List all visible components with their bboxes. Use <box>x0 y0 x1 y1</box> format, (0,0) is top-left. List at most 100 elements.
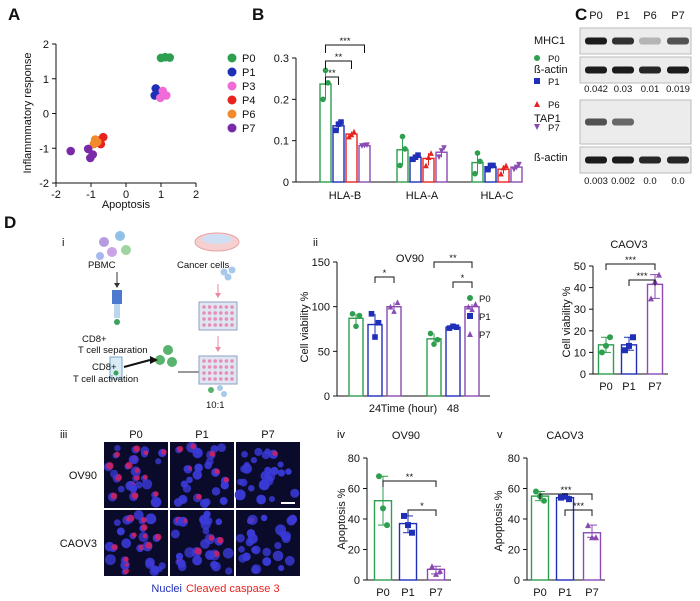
hla-category-label: HLA-C <box>480 190 513 202</box>
micro-nucleus <box>264 466 272 474</box>
micro-caspase-signal <box>145 541 153 549</box>
caov3_viability-point <box>626 342 632 349</box>
hla-point-p6 <box>503 162 509 169</box>
micro-nucleus <box>219 497 228 505</box>
hla-point-p0 <box>477 158 483 165</box>
separation-label-1: CD8+ <box>82 334 107 345</box>
ov90v-category-label: 24 <box>369 403 381 415</box>
pbmc-cells-icon <box>96 231 131 260</box>
ov90_apoptosis-y-label: Apoptosis % <box>336 488 348 549</box>
caov3_viability-point <box>607 334 613 341</box>
blot-actin-1-band <box>667 66 689 74</box>
plate-well <box>230 305 234 309</box>
hla-y-tick-label: 0.1 <box>274 136 289 148</box>
caov3_viability-category-label: P0 <box>599 381 612 393</box>
hla-point-p0 <box>402 146 408 152</box>
micro-caspase-signal <box>142 474 148 480</box>
scatter-point-p7 <box>86 153 95 163</box>
hla-point-p6 <box>348 131 355 138</box>
micro-caspase-signal <box>272 450 278 456</box>
caov3_apoptosis-point <box>558 494 564 501</box>
plate-well <box>207 305 212 309</box>
plate-well <box>224 317 229 321</box>
scatter-y-tick-label: 0 <box>43 109 49 121</box>
hla-category-label: HLA-A <box>406 190 439 202</box>
scatter-point-p6 <box>93 137 102 147</box>
plate-well <box>213 377 217 381</box>
caov3_apoptosis-y-tick-label: 40 <box>508 514 520 526</box>
micro-nucleus <box>117 485 125 493</box>
blot-row-label-mhc1: MHC1 <box>534 35 565 47</box>
plate-well <box>224 377 229 381</box>
ov90_apoptosis-y-tick-label: 80 <box>348 453 360 465</box>
blot-actin-1-band <box>585 66 607 74</box>
hla-bar-p6 <box>345 133 358 183</box>
ov90v-bar-p0 <box>426 338 442 397</box>
micro-nucleus <box>251 565 260 574</box>
hla-point-p0 <box>474 150 481 156</box>
micro-nucleus <box>262 547 271 557</box>
micro-nucleus <box>258 479 270 491</box>
caov3_apoptosis-point <box>533 488 539 495</box>
ov90_apoptosis-point <box>405 522 411 529</box>
ov90v-point-p1 <box>375 319 382 326</box>
caov3_viability-point <box>603 342 609 349</box>
blot-lane-label-p6: P6 <box>643 10 656 22</box>
plate-well <box>202 365 206 369</box>
micro-nucleus <box>248 484 255 492</box>
blot-mhc1-band <box>639 37 661 45</box>
sub-label-v: v <box>497 429 503 441</box>
micro-nucleus <box>278 564 285 572</box>
plate-well <box>213 317 217 321</box>
micro-nucleus <box>247 514 258 526</box>
micro-caspase-signal <box>223 477 230 483</box>
ov90v-point-p7 <box>387 303 394 310</box>
scatter-legend-marker-p1 <box>227 67 237 77</box>
hla-point-p6 <box>346 133 352 140</box>
blot-top-value: 0.01 <box>641 84 660 95</box>
caov3_viability-y-tick-label: 30 <box>574 304 586 316</box>
ratio-label: 10:1 <box>206 400 225 411</box>
hla-point-p0 <box>399 133 406 140</box>
ov90-viability-chart: ii OV90 Time (hour) Cell viability % 0 50 100… <box>299 237 491 415</box>
ov90_apoptosis-title: OV90 <box>392 430 420 442</box>
micro-caspase-signal <box>195 493 202 500</box>
hla-sig-2-star: ** <box>335 52 343 63</box>
ov90v-point-p7 <box>391 308 397 314</box>
micro-caspase-signal <box>214 468 220 475</box>
pbmc-label: PBMC <box>88 260 116 271</box>
ov90v-point-p7 <box>472 301 479 307</box>
micro-caspase-signal <box>111 544 118 551</box>
ov90v-point-p0 <box>427 330 434 337</box>
plate-well <box>207 323 212 327</box>
blot-bottom-value: 0.003 <box>584 176 608 187</box>
ov90v-point-p7 <box>465 303 472 310</box>
micro-nucleus <box>254 447 263 456</box>
western-blot: P0 P1 P6 P7 MHC1 ß-actin 0.042 0.03 0.01 0.019 TAP… <box>534 10 692 187</box>
caov3_apoptosis-y-tick-label: 0 <box>514 575 520 587</box>
ov90v-point-p0 <box>431 341 437 347</box>
plate-well <box>219 323 223 327</box>
micro-nucleus <box>145 513 157 525</box>
microscopy-grid: iii P0 P1 P7 OV90 CAOV3 Nuclei Cleaved caspase… <box>60 429 300 595</box>
blot-row-label-actin-1: ß-actin <box>534 64 568 76</box>
scatter-legend-label-p3: P3 <box>242 81 255 93</box>
plate-well <box>224 365 229 369</box>
micro-caspase-signal <box>160 449 167 455</box>
ov90v-point-p1 <box>368 311 375 317</box>
caov3_viability-title: CAOV3 <box>610 239 647 251</box>
caov3_apoptosis-y-label: Apoptosis % <box>493 490 505 551</box>
micro-nucleus <box>121 538 132 549</box>
caov3_apoptosis-bar <box>530 495 550 581</box>
caov3a-sig-1-star: *** <box>560 485 571 496</box>
caov3_apoptosis-category-label: P7 <box>585 587 598 599</box>
ov90_apoptosis-point <box>429 563 435 570</box>
hla-legend-label-p6: P6 <box>548 100 560 111</box>
micro-nucleus <box>203 498 211 506</box>
micro-nucleus <box>205 550 215 561</box>
scatter-y-tick-label: 2 <box>43 39 49 51</box>
blot-mhc1-band <box>585 37 607 45</box>
micro-caspase-signal <box>190 443 196 450</box>
ov90_apoptosis-point <box>380 505 386 512</box>
